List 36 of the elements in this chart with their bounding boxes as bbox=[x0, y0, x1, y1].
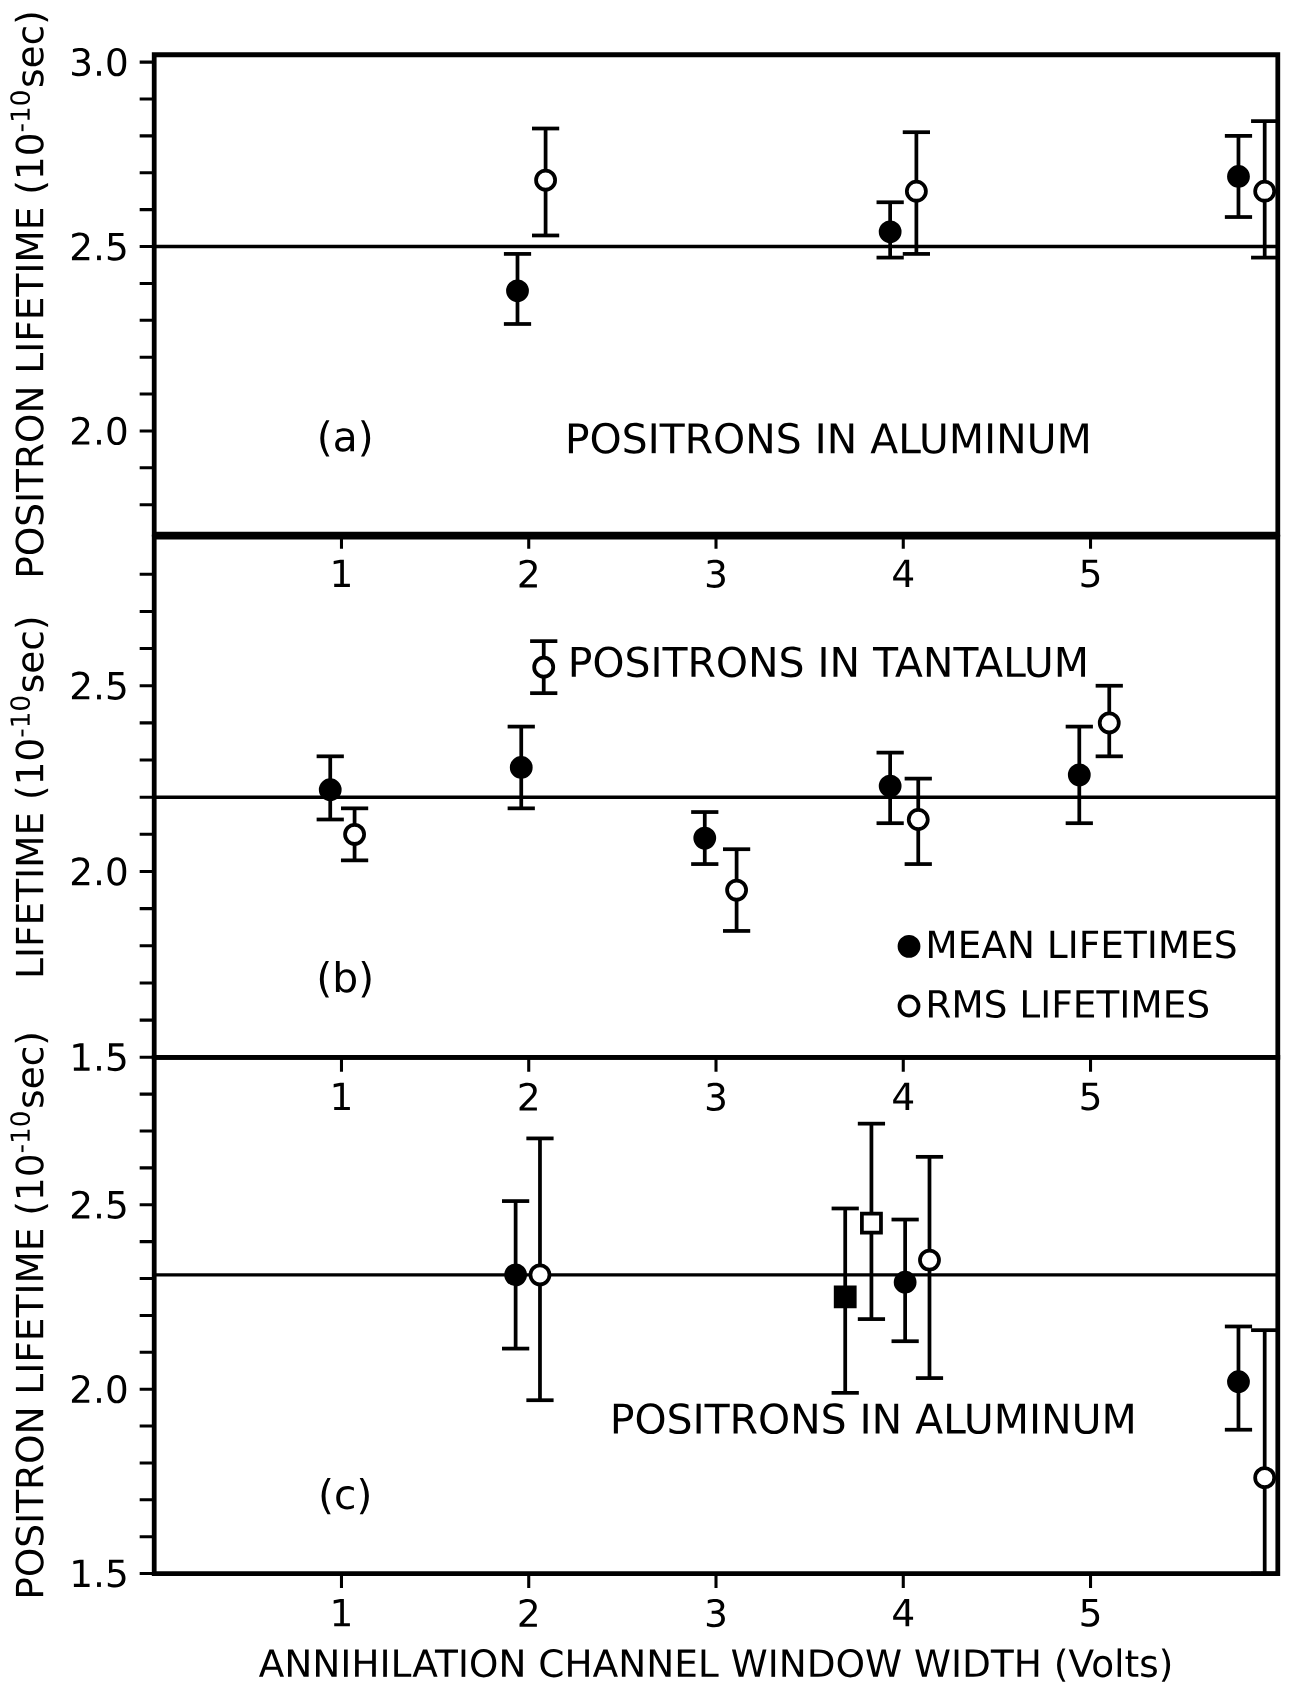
x-tick-label: 3 bbox=[707, 1082, 726, 1112]
annotation: POSITRONS IN ALUMINUM bbox=[614, 1403, 1134, 1435]
x-tick-label: 4 bbox=[893, 1082, 914, 1110]
y-tick-label: 2.5 bbox=[72, 671, 126, 700]
x-axis-title: ANNIHILATION CHANNEL WINDOW WIDTH (Volts) bbox=[259, 1648, 1171, 1682]
y-axis-title: POSITRON LIFETIME (10$^{-10}$sec) bbox=[10, 13, 49, 576]
x-tick-label: 5 bbox=[1081, 1598, 1100, 1627]
y-tick-label: 1.5 bbox=[73, 1559, 126, 1588]
y-tick-label: 2.0 bbox=[72, 416, 127, 446]
y-tick-label: 1.5 bbox=[73, 1043, 126, 1072]
x-tick-label: 4 bbox=[893, 1598, 914, 1627]
y-axis-title: POSITRON LIFETIME (10$^{-10}$sec) bbox=[10, 1034, 49, 1597]
x-tick-label: 1 bbox=[333, 1598, 351, 1627]
y-tick-label: 2.0 bbox=[72, 1375, 127, 1404]
y-tick-label: 3.0 bbox=[72, 47, 127, 77]
y-tick-label: 2.5 bbox=[72, 1190, 126, 1219]
x-tick-label: 2 bbox=[519, 1599, 538, 1627]
x-tick-label: 1 bbox=[333, 1082, 351, 1110]
x-tick-label: 4 bbox=[893, 559, 914, 587]
legend-label: RMS LIFETIMES bbox=[929, 989, 1209, 1019]
x-tick-label: 3 bbox=[707, 559, 726, 588]
y-axis-title: LIFETIME (10$^{-10}$sec) bbox=[10, 618, 49, 976]
x-tick-label: 3 bbox=[707, 1599, 726, 1628]
x-tick-label: 2 bbox=[519, 1082, 538, 1111]
x-tick-label: 1 bbox=[333, 559, 351, 587]
annotation: (b) bbox=[320, 961, 371, 998]
y-tick-label: 2.5 bbox=[72, 232, 126, 261]
annotation: (a) bbox=[320, 420, 371, 457]
x-tick-label: 5 bbox=[1081, 1082, 1100, 1111]
x-tick-label: 2 bbox=[519, 559, 538, 588]
legend-label: MEAN LIFETIMES bbox=[929, 930, 1236, 959]
annotation: POSITRONS IN ALUMINUM bbox=[569, 422, 1089, 454]
x-tick-label: 5 bbox=[1081, 559, 1100, 588]
y-tick-label: 2.0 bbox=[72, 857, 127, 886]
annotation: (c) bbox=[321, 1477, 370, 1515]
annotation: POSITRONS IN TANTALUM bbox=[572, 646, 1086, 678]
